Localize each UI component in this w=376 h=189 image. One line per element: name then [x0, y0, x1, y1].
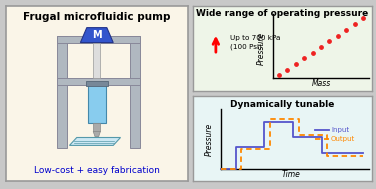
Point [335, 34, 341, 37]
Bar [86, 81, 108, 86]
Bar [57, 36, 139, 43]
Bar [57, 78, 139, 85]
Point [343, 28, 349, 31]
Point [293, 63, 299, 66]
Text: Time: Time [282, 170, 301, 179]
Text: Low-cost + easy fabrication: Low-cost + easy fabrication [34, 166, 160, 174]
Point [301, 57, 307, 60]
Point [326, 40, 332, 43]
Text: Wide range of operating pressure: Wide range of operating pressure [196, 9, 368, 18]
Text: Input: Input [331, 127, 349, 133]
Point [352, 23, 358, 26]
Point [318, 45, 324, 48]
Text: Pressure: Pressure [257, 32, 266, 65]
Text: Output: Output [331, 136, 355, 142]
Text: (100 Psi): (100 Psi) [230, 43, 262, 50]
Polygon shape [70, 138, 121, 145]
Point [284, 68, 290, 71]
Point [360, 17, 366, 20]
Bar [93, 123, 100, 131]
Bar [93, 43, 100, 78]
Bar [130, 36, 139, 148]
Bar [88, 84, 106, 123]
Point [276, 74, 282, 77]
Text: Up to 700 kPa: Up to 700 kPa [230, 35, 280, 41]
Text: M: M [92, 30, 102, 40]
Polygon shape [93, 131, 100, 137]
Bar [57, 36, 67, 148]
Point [309, 51, 315, 54]
Text: Frugal microfluidic pump: Frugal microfluidic pump [23, 12, 171, 22]
Polygon shape [80, 28, 113, 43]
Text: Pressure: Pressure [205, 122, 214, 156]
Text: Dynamically tunable: Dynamically tunable [230, 100, 335, 108]
Text: Mass: Mass [312, 79, 332, 88]
